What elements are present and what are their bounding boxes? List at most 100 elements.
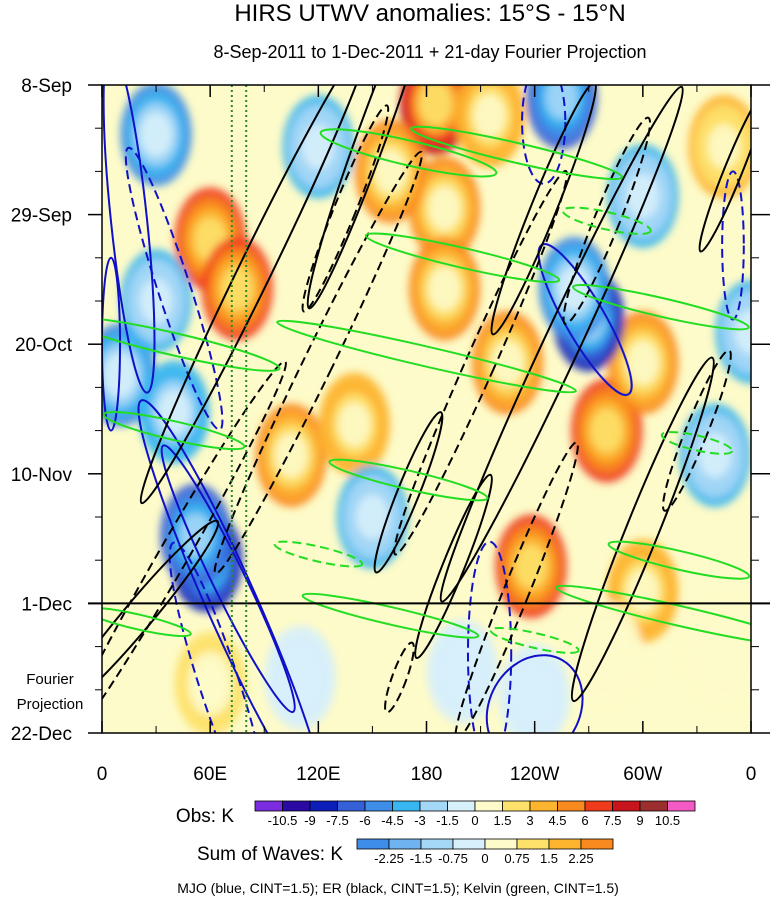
mjo-contour-1 (102, 256, 122, 432)
anomaly-field (102, 85, 751, 733)
obs-colorbar-label-7: 0 (471, 813, 478, 828)
anomaly-blob-20-1 (139, 112, 173, 157)
waves-colorbar-swatch-5 (516, 838, 550, 850)
kelvin-contour-13 (660, 431, 734, 455)
anomaly-blob-4-1 (428, 186, 461, 231)
x-tick-label-0: 0 (97, 764, 108, 785)
obs-colorbar-label-4: -4.5 (381, 813, 403, 828)
obs-colorbar-swatch-3 (337, 800, 366, 812)
mjo-contour-0 (102, 85, 156, 394)
anomaly-blob-23-1 (545, 85, 578, 120)
obs-colorbar: Obs: K -10.5 -9 -7.5 -6 -4.5 -3 -1.5 0 1.5 3 4.5 6 7… (176, 800, 696, 828)
anomaly-blob-16-1 (590, 630, 624, 675)
y-tick-label-3: 10-Nov (11, 465, 73, 486)
obs-colorbar-swatch-8 (474, 800, 503, 812)
waves-colorbar-label-1: -1.5 (410, 851, 432, 866)
kelvin-contour-1 (410, 125, 624, 181)
anomaly-blob-7-1 (590, 408, 624, 453)
anomaly-blob-12-1 (626, 340, 660, 385)
obs-colorbar-swatch-1 (282, 800, 311, 812)
obs-colorbar-swatch-4 (364, 800, 393, 812)
anomaly-blob-33-1 (284, 655, 317, 700)
anomaly-blob-10-1 (338, 402, 371, 447)
mjo-contour-9 (466, 540, 513, 733)
obs-colorbar-label-8: 1.5 (493, 813, 511, 828)
waves-colorbar-swatch-6 (548, 838, 582, 850)
x-tick-label-6: 0 (746, 764, 757, 785)
waves-colorbar-label: Sum of Waves: K (197, 844, 343, 865)
obs-colorbar-label-1: -9 (304, 813, 316, 828)
kelvin-contour-5 (572, 283, 750, 331)
mjo-contour-10 (721, 170, 745, 321)
kelvin-contour-6 (102, 411, 246, 451)
anomaly-blob-1-1 (473, 93, 506, 139)
kelvin-contour-10 (301, 592, 480, 639)
er-contour-5 (414, 473, 493, 660)
er-contour-2 (439, 85, 684, 603)
projection-label-line2: Projection (17, 696, 84, 713)
anomaly-blob-0-1 (419, 85, 452, 126)
waves-colorbar-swatch-0 (356, 838, 390, 850)
mjo-contour-8 (521, 85, 567, 185)
y-tick-label-0: 8-Sep (21, 76, 72, 97)
projection-label-line1: Fourier (26, 671, 74, 688)
waves-colorbar-swatch-4 (484, 838, 518, 850)
er-contour-3 (490, 85, 597, 336)
anomaly-blob-14-1 (626, 568, 660, 614)
obs-colorbar-label-3: -6 (359, 813, 371, 828)
waves-colorbar: Sum of Waves: K -2.25 -1.5 -0.75 0 0.75 1.5 2.… (197, 838, 614, 866)
y-tick-label-1: 29-Sep (11, 206, 72, 227)
anomaly-blob-30-1 (626, 173, 660, 219)
er-contour-16 (384, 641, 415, 714)
er-contour-14 (301, 104, 390, 313)
er-contours (102, 85, 751, 733)
reference-lines (230, 85, 248, 733)
anomaly-blob-17-1 (707, 630, 741, 675)
obs-colorbar-swatch-7 (447, 800, 476, 812)
obs-colorbar-label-12: 7.5 (603, 813, 621, 828)
er-contour-7 (698, 90, 751, 253)
chart-title: HIRS UTWV anomalies: 15°S - 15°N (234, 0, 625, 27)
mjo-contour-6 (124, 146, 224, 431)
waves-colorbar-swatch-1 (388, 838, 422, 850)
waves-colorbar-label-5: 1.5 (540, 851, 558, 866)
waves-colorbar-label-6: 2.25 (568, 851, 593, 866)
mjo-contour-5 (485, 654, 584, 733)
obs-colorbar-label-14: 10.5 (655, 813, 680, 828)
anomaly-blob-13-1 (707, 124, 741, 169)
obs-colorbar-label-0: -10.5 (268, 813, 298, 828)
kelvin-contours (102, 125, 751, 654)
kelvin-contour-2 (364, 232, 561, 284)
obs-colorbar-label-6: -1.5 (436, 813, 458, 828)
obs-colorbar-label: Obs: K (176, 806, 234, 827)
mjo-contour-7 (168, 541, 270, 733)
x-tick-label-5: 60W (623, 764, 662, 785)
kelvin-contour-8 (607, 540, 751, 580)
kelvin-contour-0 (319, 128, 498, 178)
anomaly-blob-25-1 (157, 389, 191, 435)
kelvin-contour-12 (561, 206, 652, 235)
kelvin-contour-4 (276, 319, 577, 394)
waves-colorbar-label-4: 0.75 (504, 851, 529, 866)
waves-colorbar-swatch-7 (580, 838, 614, 850)
obs-colorbar-swatch-11 (557, 800, 586, 812)
obs-colorbar-label-9: 3 (526, 813, 533, 828)
chart-subtitle: 8-Sep-2011 to 1-Dec-2011 + 21-day Fourie… (213, 42, 646, 62)
obs-colorbar-swatch-15 (667, 800, 696, 812)
waves-colorbar-label-0: -2.25 (374, 851, 404, 866)
anomaly-blob-28-1 (698, 433, 732, 478)
plot-area (102, 85, 751, 733)
kelvin-contour-11 (102, 606, 192, 638)
er-contour-4 (570, 356, 715, 703)
obs-colorbar-swatch-5 (392, 800, 421, 812)
anomaly-blob-9-1 (275, 433, 308, 478)
waves-colorbar-swatch-3 (452, 838, 486, 850)
obs-colorbar-swatch-0 (254, 800, 283, 812)
obs-colorbar-label-13: 9 (636, 813, 643, 828)
anomaly-blob-11-1 (374, 149, 407, 194)
obs-colorbar-label-10: 4.5 (548, 813, 566, 828)
anomaly-blob-29-1 (356, 494, 389, 540)
obs-colorbar-swatch-9 (502, 800, 531, 812)
er-contour-12 (562, 116, 652, 325)
x-tick-label-4: 120W (510, 764, 560, 785)
